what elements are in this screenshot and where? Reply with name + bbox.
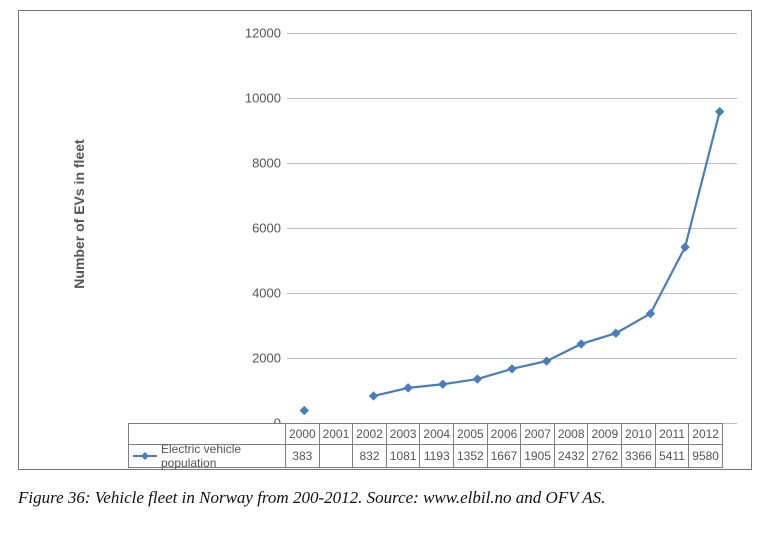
series-name-label: Electric vehicle population: [161, 442, 281, 470]
table-value-cell: 1352: [453, 444, 488, 468]
table-header-year: 2006: [487, 423, 522, 445]
table-header-year: 2012: [688, 423, 723, 445]
data-marker: [473, 375, 481, 383]
table-header-year: 2000: [285, 423, 320, 445]
series-line: [374, 112, 720, 396]
data-marker: [300, 407, 308, 415]
table-value-cell: 383: [285, 444, 320, 468]
table-header-year: 2002: [352, 423, 387, 445]
data-marker: [508, 365, 516, 373]
table-value-cell: 1081: [386, 444, 421, 468]
table-header-year: 2008: [554, 423, 589, 445]
table-value-cell: 1905: [520, 444, 555, 468]
data-marker: [681, 243, 689, 251]
table-header-year: 2009: [587, 423, 622, 445]
table-value-cell: [319, 444, 354, 468]
chart-container: Number of EVs in fleet 02000400060008000…: [18, 10, 752, 470]
table-header-year: 2010: [621, 423, 656, 445]
table-value-cell: 3366: [621, 444, 656, 468]
data-marker: [370, 392, 378, 400]
table-value-cell: 5411: [655, 444, 690, 468]
table-value-cell: 9580: [688, 444, 723, 468]
data-marker: [404, 384, 412, 392]
series-label-cell: Electric vehicle population: [128, 444, 286, 468]
figure-caption: Figure 36: Vehicle fleet in Norway from …: [18, 488, 752, 508]
table-header-year: 2005: [453, 423, 488, 445]
data-marker: [716, 108, 724, 116]
legend-marker-icon: [133, 450, 157, 462]
table-header-year: 2003: [386, 423, 421, 445]
table-value-cell: 1193: [419, 444, 454, 468]
table-header-year: 2007: [520, 423, 555, 445]
data-marker: [577, 340, 585, 348]
table-value-cell: 2432: [554, 444, 589, 468]
table-value-cell: 1667: [487, 444, 522, 468]
plot-area: 020004000600080001000012000: [19, 11, 753, 471]
table-value-cell: 2762: [587, 444, 622, 468]
table-header-year: 2004: [419, 423, 454, 445]
data-table-row: Electric vehicle population383 8321081119…: [129, 444, 723, 468]
table-header-year: 2001: [319, 423, 354, 445]
line-chart-svg: [19, 11, 753, 471]
data-marker: [543, 357, 551, 365]
data-marker: [439, 380, 447, 388]
table-value-cell: 832: [352, 444, 387, 468]
table-header-year: 2011: [655, 423, 690, 445]
